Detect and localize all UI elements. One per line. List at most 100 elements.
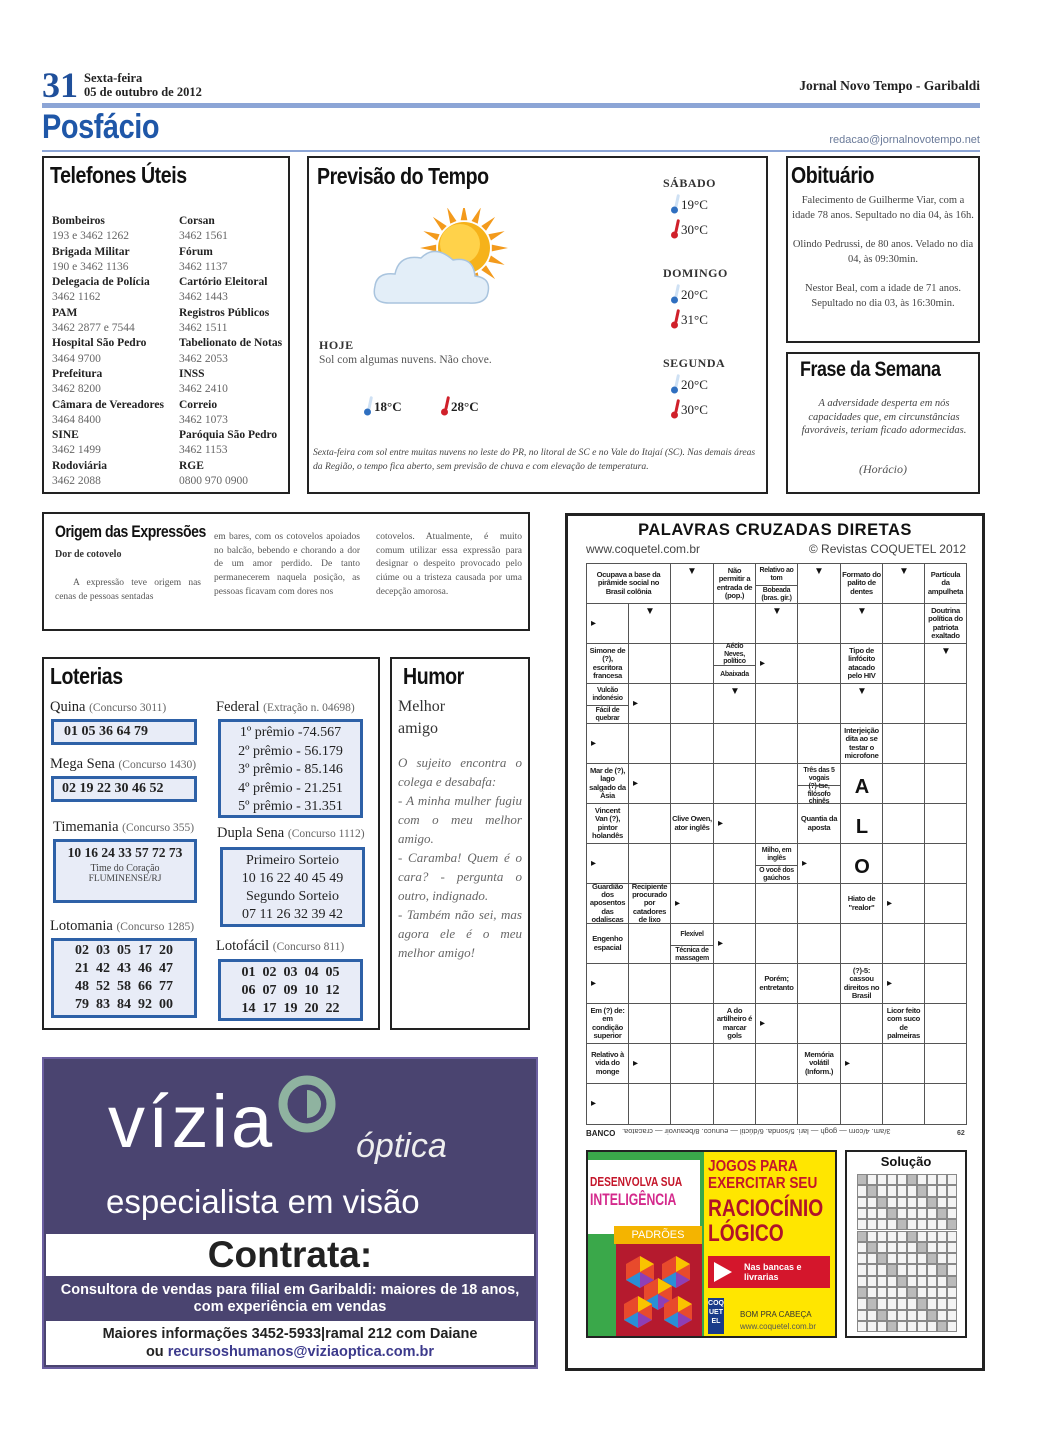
crossword-cell[interactable] xyxy=(882,763,925,804)
crossword-cell[interactable] xyxy=(713,603,756,644)
crossword-cell[interactable] xyxy=(755,883,798,924)
solution-cell xyxy=(947,1174,957,1186)
contact-email[interactable]: redacao@jornalnovotempo.net xyxy=(829,134,980,146)
coquetel-site[interactable]: www.coquetel.com.br xyxy=(740,1322,817,1331)
solution-cell xyxy=(947,1275,957,1287)
crossword-cell[interactable] xyxy=(670,603,714,644)
crossword-cell[interactable] xyxy=(755,803,798,844)
solution-cell xyxy=(947,1219,957,1231)
coquetel-ad[interactable]: DESENVOLVA SUA INTELIGÊNCIA PADRÕES JOGO… xyxy=(586,1150,837,1338)
crossword-cell[interactable] xyxy=(924,723,967,764)
crossword-cell[interactable] xyxy=(713,843,756,884)
crossword-cell[interactable] xyxy=(797,963,841,1004)
crossword-cell[interactable] xyxy=(882,963,925,1004)
crossword-cell[interactable] xyxy=(755,1003,798,1044)
crossword-cell[interactable] xyxy=(924,963,967,1004)
crossword-cell[interactable] xyxy=(628,1003,671,1044)
crossword-site[interactable]: www.coquetel.com.br xyxy=(586,542,701,556)
phone-entry: Prefeitura 3462 8200 xyxy=(52,367,179,398)
crossword-cell[interactable] xyxy=(924,923,967,964)
crossword-cell[interactable] xyxy=(670,963,714,1004)
crossword-cell[interactable] xyxy=(670,763,714,804)
crossword-cell[interactable] xyxy=(924,643,967,684)
crossword-cell[interactable] xyxy=(797,683,841,724)
crossword-cell[interactable] xyxy=(713,963,756,1004)
crossword-cell[interactable] xyxy=(670,643,714,684)
crossword-cell[interactable] xyxy=(713,683,756,724)
crossword-cell[interactable] xyxy=(713,1043,756,1084)
crossword-cell[interactable] xyxy=(797,643,841,684)
crossword-cell[interactable] xyxy=(797,723,841,764)
crossword-cell[interactable] xyxy=(797,1083,841,1125)
crossword-cell[interactable] xyxy=(924,1003,967,1044)
crossword-cell[interactable] xyxy=(670,843,714,884)
vizia-tagline: especialista em visão xyxy=(106,1183,420,1220)
vizia-ad[interactable]: vízia óptica especialista em visão Contr… xyxy=(42,1057,538,1369)
crossword-cell[interactable] xyxy=(882,883,925,924)
crossword-cell[interactable] xyxy=(670,1083,714,1125)
crossword-cell[interactable] xyxy=(713,1083,756,1125)
solution-cell xyxy=(857,1196,867,1208)
crossword-cell[interactable] xyxy=(882,803,925,844)
solution-cell xyxy=(927,1298,937,1310)
crossword-cell[interactable] xyxy=(882,723,925,764)
crossword-cell[interactable] xyxy=(882,643,925,684)
crossword-cell[interactable] xyxy=(713,883,756,924)
solution-cell xyxy=(927,1185,937,1197)
arrow-right-icon: ▸ xyxy=(591,618,597,629)
crossword-cell[interactable] xyxy=(882,923,925,964)
crossword-cell[interactable] xyxy=(628,1083,671,1125)
crossword-cell[interactable] xyxy=(924,843,967,884)
arrow-right-icon: ▸ xyxy=(760,658,766,669)
crossword-cell[interactable] xyxy=(882,603,925,644)
phone-entry-name: Delegacia de Polícia xyxy=(52,276,150,289)
crossword-cell[interactable] xyxy=(670,723,714,764)
crossword-clue: Relativo à vida do monge xyxy=(586,1043,629,1084)
crossword-cell[interactable] xyxy=(755,923,798,964)
crossword-cell[interactable] xyxy=(670,1043,714,1084)
crossword-cell[interactable] xyxy=(628,963,671,1004)
crossword-cell[interactable] xyxy=(797,563,841,604)
crossword-clue: Clive Owen, ator inglês xyxy=(670,803,714,844)
crossword-cell[interactable] xyxy=(797,883,841,924)
crossword-cell[interactable] xyxy=(797,603,841,644)
crossword-cell[interactable] xyxy=(924,883,967,924)
crossword-cell[interactable] xyxy=(924,803,967,844)
crossword-cell[interactable] xyxy=(840,683,883,724)
crossword-cell[interactable] xyxy=(713,723,756,764)
crossword-cell[interactable] xyxy=(755,1083,798,1125)
solution-cell xyxy=(887,1230,897,1242)
solution-cell xyxy=(877,1219,887,1231)
crossword-cell[interactable] xyxy=(797,1003,841,1044)
crossword-cell[interactable] xyxy=(797,923,841,964)
crossword-cell[interactable] xyxy=(628,843,671,884)
crossword-cell[interactable] xyxy=(628,803,671,844)
crossword-cell[interactable] xyxy=(755,643,798,684)
crossword-cell[interactable] xyxy=(840,923,883,964)
crossword-cell[interactable] xyxy=(586,723,629,764)
crossword-clue: Quantia da aposta xyxy=(797,803,841,844)
crossword-cell[interactable] xyxy=(924,1043,967,1084)
crossword-cell[interactable] xyxy=(882,843,925,884)
crossword-cell[interactable] xyxy=(840,1003,883,1044)
crossword-cell[interactable] xyxy=(882,1083,925,1125)
vizia-email-link[interactable]: recursoshumanos@viziaoptica.com.br xyxy=(167,1344,435,1360)
crossword-cell[interactable] xyxy=(755,683,798,724)
crossword-cell[interactable] xyxy=(628,1043,671,1084)
crossword-cell[interactable] xyxy=(924,683,967,724)
crossword-cell[interactable] xyxy=(628,923,671,964)
crossword-cell[interactable] xyxy=(628,643,671,684)
crossword-cell[interactable] xyxy=(882,683,925,724)
crossword-cell[interactable] xyxy=(670,683,714,724)
crossword-cell[interactable] xyxy=(840,1083,883,1125)
crossword-cell[interactable] xyxy=(713,763,756,804)
crossword-cell[interactable] xyxy=(882,1043,925,1084)
crossword-cell[interactable] xyxy=(924,763,967,804)
crossword-cell[interactable] xyxy=(755,763,798,804)
crossword-cell[interactable] xyxy=(755,1043,798,1084)
crossword-cell[interactable] xyxy=(924,1083,967,1125)
crossword-cell[interactable] xyxy=(755,723,798,764)
crossword-cell[interactable] xyxy=(586,1083,629,1125)
crossword-cell[interactable] xyxy=(628,723,671,764)
crossword-cell[interactable] xyxy=(670,1003,714,1044)
